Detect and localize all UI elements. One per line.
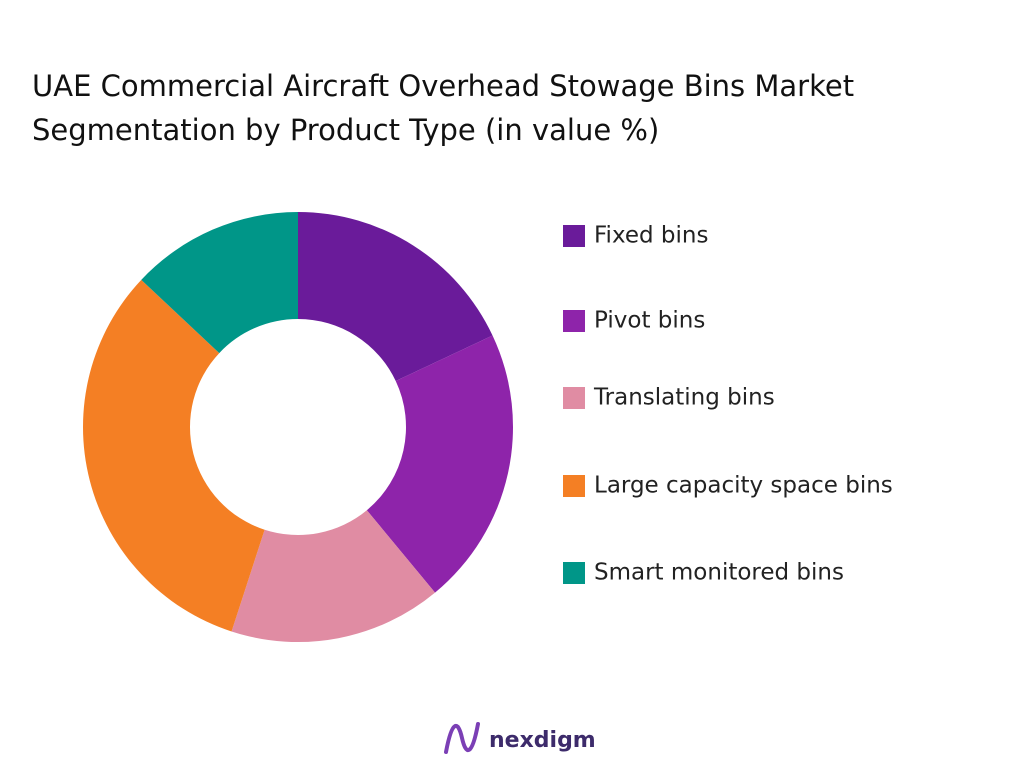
legend-swatch	[563, 562, 585, 584]
legend-label: Large capacity space bins	[594, 473, 893, 499]
legend-label: Pivot bins	[594, 308, 705, 334]
donut-segment	[298, 212, 493, 382]
donut-segment	[83, 279, 265, 632]
legend-swatch	[563, 225, 585, 247]
logo-text: nexdigm	[489, 728, 596, 753]
donut-segment	[366, 335, 513, 593]
legend-label: Smart monitored bins	[594, 560, 844, 586]
donut-segment	[141, 212, 298, 354]
legend-swatch	[563, 475, 585, 497]
legend-swatch	[563, 310, 585, 332]
legend-label: Translating bins	[593, 385, 775, 411]
donut-segment	[231, 510, 436, 642]
logo-icon	[444, 722, 480, 754]
logo-mark	[444, 722, 480, 754]
legend-label: Fixed bins	[594, 223, 708, 249]
chart-title: UAE Commercial Aircraft Overhead Stowage…	[32, 69, 855, 147]
legend-swatch	[563, 387, 585, 409]
